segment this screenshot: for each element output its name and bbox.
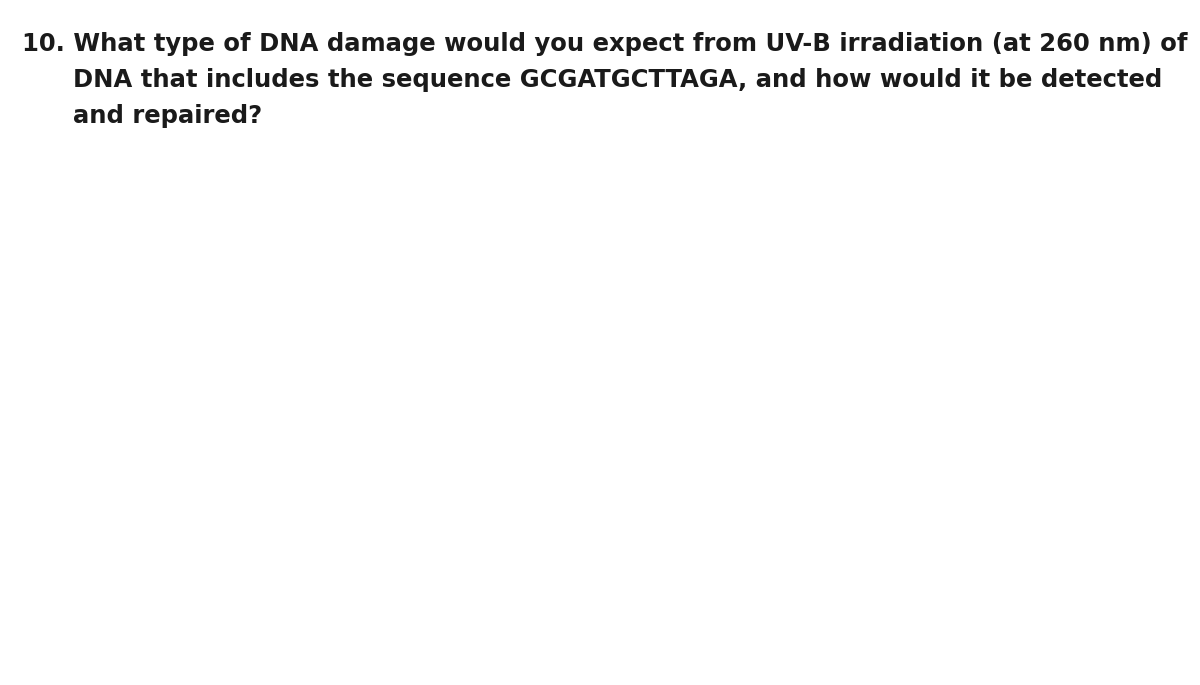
Text: 10. What type of DNA damage would you expect from UV-B irradiation (at 260 nm) o: 10. What type of DNA damage would you ex… xyxy=(22,32,1188,56)
Text: DNA that includes the sequence GCGATGCTTAGA, and how would it be detected: DNA that includes the sequence GCGATGCTT… xyxy=(22,68,1163,92)
Text: and repaired?: and repaired? xyxy=(22,104,263,128)
